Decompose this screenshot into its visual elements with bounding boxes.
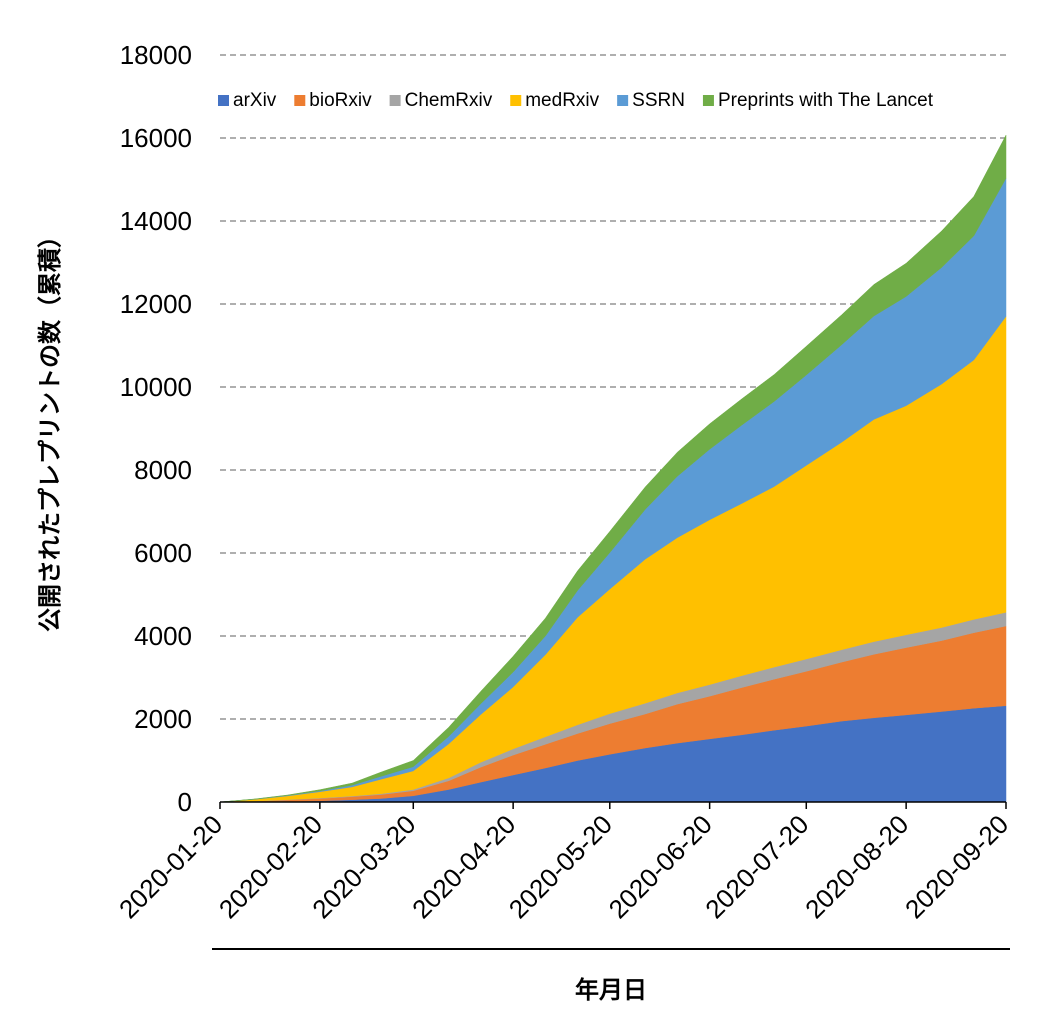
legend: arXiv bioRxiv ChemRxiv medRxiv SSRN Preprints… bbox=[218, 90, 934, 111]
x-axis-title: 年月日 bbox=[575, 976, 647, 1004]
area-series-group bbox=[219, 134, 1007, 803]
y-tick-label: 8000 bbox=[134, 455, 192, 485]
x-tick-label: 2020-08-20 bbox=[799, 809, 914, 924]
legend-swatch bbox=[510, 95, 522, 106]
x-tick-label: 2020-09-20 bbox=[899, 809, 1014, 924]
legend-label: medRxiv bbox=[525, 90, 599, 111]
y-tick-label: 14000 bbox=[120, 206, 192, 236]
legend-label: SSRN bbox=[632, 90, 685, 111]
y-tick-label: 4000 bbox=[134, 621, 192, 651]
legend-swatch bbox=[218, 95, 229, 106]
legend-label: Preprints with The Lancet bbox=[718, 90, 934, 111]
y-axis-title: 公開されたプレプリントの数（累積） bbox=[36, 224, 64, 632]
legend-swatch bbox=[389, 95, 401, 106]
y-tick-label: 16000 bbox=[120, 123, 192, 153]
y-tick-label: 2000 bbox=[134, 704, 192, 734]
legend-swatch bbox=[702, 95, 714, 106]
legend-label: bioRxiv bbox=[309, 90, 372, 111]
legend-label: arXiv bbox=[233, 90, 277, 111]
y-tick-label: 12000 bbox=[120, 289, 192, 319]
legend-swatch bbox=[617, 95, 629, 106]
x-tick-label: 2020-07-20 bbox=[699, 809, 814, 924]
y-tick-label: 18000 bbox=[120, 40, 192, 70]
y-tick-label: 10000 bbox=[120, 372, 192, 402]
x-tick-label: 2020-04-20 bbox=[406, 809, 521, 924]
x-tick-label: 2020-01-20 bbox=[113, 809, 228, 924]
y-tick-label: 6000 bbox=[134, 538, 192, 568]
x-tick-label: 2020-05-20 bbox=[503, 809, 618, 924]
legend-label: ChemRxiv bbox=[405, 90, 493, 111]
gridlines bbox=[220, 54, 1006, 720]
legend-swatch bbox=[294, 95, 306, 106]
area-series-preprints-with-the-lancet bbox=[219, 134, 1007, 803]
x-tick-label: 2020-06-20 bbox=[603, 809, 718, 924]
y-tick-label: 0 bbox=[178, 787, 192, 817]
